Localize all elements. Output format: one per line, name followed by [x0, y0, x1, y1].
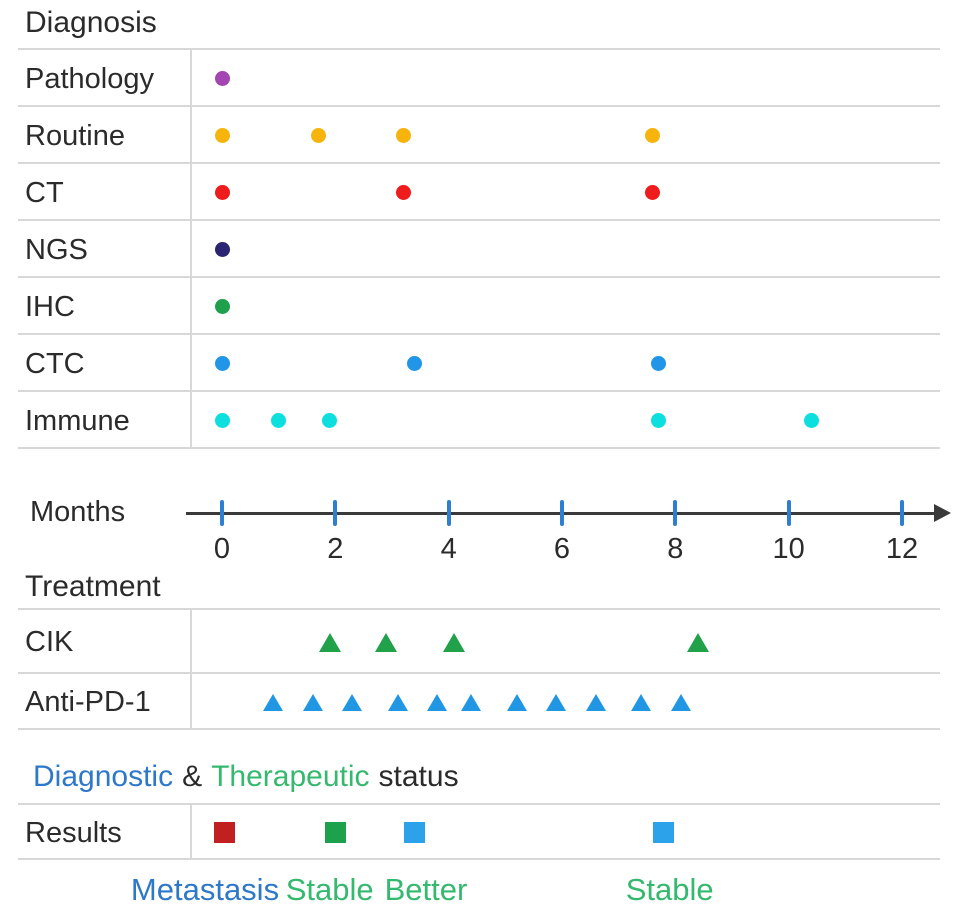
treatment-row-anti-pd-1: Anti-PD-1	[18, 672, 940, 728]
treatment-title: Treatment	[25, 570, 161, 603]
axis-tick-label: 10	[772, 533, 805, 565]
event-marker-triangle	[631, 693, 652, 711]
event-marker-square	[214, 822, 236, 843]
months-axis-label: Months	[30, 496, 126, 528]
diagnosis-vertical-separator	[190, 48, 192, 449]
event-marker-triangle	[318, 632, 341, 652]
event-marker-triangle	[427, 693, 448, 711]
event-marker-triangle	[461, 693, 482, 711]
status-word-therapeutic: Therapeutic	[211, 760, 370, 793]
axis-tick	[786, 500, 791, 526]
results-bottom-line	[18, 858, 940, 860]
diagnosis-row-routine: Routine	[18, 105, 940, 162]
outcome-label-better: Better	[384, 872, 468, 907]
event-marker-square	[653, 822, 675, 843]
results-row: Results	[18, 803, 940, 858]
status-word-status: status	[378, 760, 459, 793]
event-marker-triangle	[302, 693, 323, 711]
event-marker-circle	[803, 413, 819, 428]
event-marker-circle	[645, 185, 661, 200]
row-label: CT	[25, 177, 64, 209]
event-marker-triangle	[262, 693, 283, 711]
row-label: IHC	[25, 291, 75, 323]
treatment-bottom-line	[18, 728, 940, 730]
event-marker-circle	[214, 128, 230, 143]
axis-tick	[220, 500, 224, 526]
axis-tick-label: 12	[885, 533, 919, 565]
event-marker-circle	[214, 299, 230, 314]
event-marker-triangle	[686, 632, 709, 652]
status-word-diagnostic: Diagnostic	[33, 760, 174, 793]
axis-tick-label: 8	[667, 533, 684, 565]
diagnosis-row-immune: Immune	[18, 390, 940, 447]
event-marker-triangle	[506, 693, 527, 711]
row-label: Routine	[25, 120, 125, 152]
row-label: Results	[25, 817, 122, 849]
event-marker-circle	[395, 185, 411, 200]
row-label: CTC	[25, 348, 85, 380]
event-marker-triangle	[443, 632, 466, 652]
event-marker-square	[324, 822, 346, 843]
event-marker-circle	[645, 128, 661, 143]
outcome-label-stable: Stable	[625, 872, 714, 907]
event-marker-triangle	[585, 693, 606, 711]
event-marker-circle	[214, 242, 230, 257]
axis-tick	[333, 500, 338, 526]
results-vertical-separator	[190, 803, 192, 860]
diagnosis-row-ihc: IHC	[18, 276, 940, 333]
axis-tick-label: 4	[440, 533, 457, 565]
event-marker-square	[404, 822, 426, 843]
event-marker-circle	[214, 71, 230, 86]
event-marker-triangle	[375, 632, 398, 652]
axis-arrow-icon	[934, 504, 951, 522]
diagnosis-row-ngs: NGS	[18, 219, 940, 276]
event-marker-circle	[407, 356, 423, 371]
status-word-ampersand: &	[182, 760, 203, 793]
row-label: NGS	[25, 234, 88, 266]
event-marker-circle	[395, 128, 411, 143]
axis-tick	[446, 500, 451, 526]
diagnosis-row-pathology: Pathology	[18, 48, 940, 105]
axis-tick-label: 2	[327, 533, 344, 565]
axis-tick	[559, 500, 564, 526]
row-label: Anti-PD-1	[25, 686, 151, 718]
diagnosis-title: Diagnosis	[25, 6, 157, 39]
event-marker-triangle	[546, 693, 567, 711]
event-marker-triangle	[670, 693, 691, 711]
event-marker-circle	[322, 413, 338, 428]
treatment-row-cik: CIK	[18, 608, 940, 672]
axis-tick-label: 0	[213, 533, 231, 565]
event-marker-circle	[271, 413, 287, 428]
outcome-label-metastasis: Metastasis	[130, 872, 280, 907]
row-label: Pathology	[25, 63, 154, 95]
event-marker-circle	[650, 413, 666, 428]
event-marker-triangle	[342, 693, 363, 711]
event-marker-circle	[214, 356, 230, 371]
event-marker-circle	[650, 356, 666, 371]
axis-tick	[899, 500, 904, 526]
event-marker-circle	[214, 185, 230, 200]
event-marker-circle	[310, 128, 326, 143]
treatment-vertical-separator	[190, 608, 192, 730]
row-label: Immune	[25, 405, 130, 437]
status-line: Diagnostic & Therapeutic status	[33, 760, 459, 794]
event-marker-triangle	[387, 693, 408, 711]
axis-tick-label: 6	[553, 533, 571, 565]
diagnosis-bottom-line	[18, 447, 940, 449]
outcome-label-stable: Stable	[285, 872, 374, 907]
diagnosis-row-ct: CT	[18, 162, 940, 219]
event-marker-circle	[214, 413, 230, 428]
axis-tick	[673, 500, 678, 526]
diagnosis-row-ctc: CTC	[18, 333, 940, 390]
row-label: CIK	[25, 626, 74, 658]
